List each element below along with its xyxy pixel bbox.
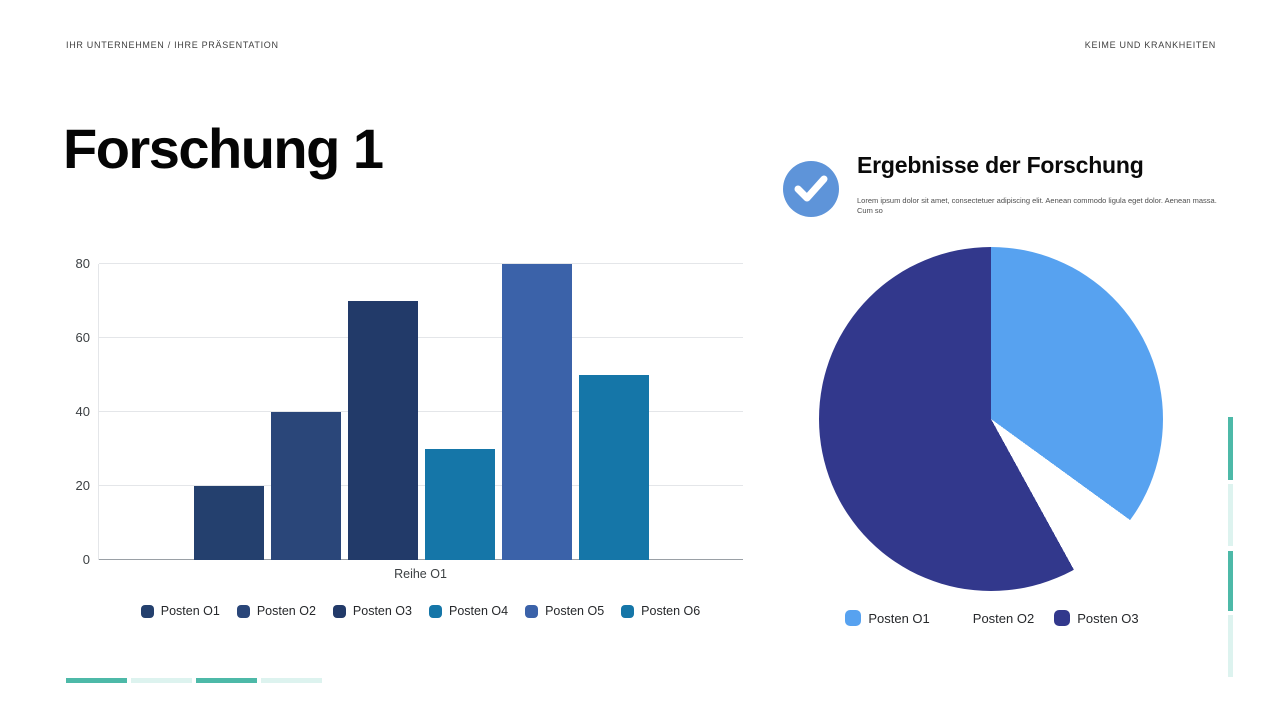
legend-swatch-icon <box>429 604 442 618</box>
bar-legend-item: Posten O1 <box>140 604 220 618</box>
legend-swatch-icon <box>1054 610 1071 626</box>
y-tick-label-40: 40 <box>75 404 90 419</box>
bar-chart-plot-area <box>98 263 743 560</box>
legend-label: Posten O1 <box>868 610 930 626</box>
check-icon <box>783 161 839 217</box>
bar-posten-o2 <box>271 412 341 560</box>
results-body-text: Lorem ipsum dolor sit amet, consectetuer… <box>857 196 1217 215</box>
legend-swatch-icon <box>140 604 154 618</box>
gridline-0 <box>99 559 743 560</box>
accent-bar-3 <box>196 678 257 683</box>
accent-dash-4 <box>1228 615 1233 677</box>
checkmark-glyph <box>794 175 828 202</box>
accent-dash-3 <box>1228 551 1233 611</box>
bar-posten-o6 <box>579 375 649 560</box>
pie-legend-item: Posten O1 <box>845 610 930 626</box>
pie-legend-item: Posten O3 <box>1054 610 1139 626</box>
bar-legend-item: Posten O5 <box>525 604 604 618</box>
y-tick-label-20: 20 <box>75 478 90 493</box>
y-tick-label-80: 80 <box>75 256 90 271</box>
gridline-60 <box>99 337 743 338</box>
bar-posten-o3 <box>348 301 418 560</box>
accent-bar-1 <box>66 678 127 683</box>
gridline-20 <box>99 485 743 486</box>
bar-posten-o4 <box>425 449 495 560</box>
accent-dash-1 <box>1228 417 1233 480</box>
legend-swatch-icon <box>621 604 635 618</box>
legend-swatch-icon <box>949 610 966 626</box>
results-heading: Ergebnisse der Forschung <box>857 152 1144 178</box>
bar-chart-legend: Posten O1 Posten O2 Posten O3 Posten O4 Post… <box>98 604 743 618</box>
legend-label: Posten O5 <box>545 604 605 618</box>
legend-label: Posten O3 <box>1077 610 1139 626</box>
bar-chart-y-axis: 0 20 40 60 80 <box>56 257 90 567</box>
header-company-text: IHR UNTERNEHMEN / IHRE PRÄSENTATION <box>66 40 279 50</box>
bar-posten-o1 <box>194 486 264 560</box>
y-tick-label-0: 0 <box>82 552 90 567</box>
gridline-40 <box>99 411 743 412</box>
header-topic-text: KEIME UND KRANKHEITEN <box>1084 40 1216 50</box>
legend-label: Posten O6 <box>641 604 701 618</box>
accent-bar-4 <box>261 678 322 683</box>
bar-posten-o5 <box>502 264 572 560</box>
legend-label: Posten O4 <box>449 604 509 618</box>
slide-title: Forschung 1 <box>63 117 384 180</box>
accent-bar-2 <box>131 678 192 683</box>
pie-chart <box>819 247 1163 591</box>
legend-swatch-icon <box>525 604 539 618</box>
bar-chart-category-label: Reihe O1 <box>394 567 447 581</box>
bar-legend-item: Posten O6 <box>621 604 700 618</box>
pie-legend-item: Posten O2 <box>949 610 1035 626</box>
legend-label: Posten O2 <box>972 610 1035 626</box>
bar-legend-item: Posten O2 <box>236 604 316 618</box>
pie-chart-legend: Posten O1 Posten O2 Posten O3 <box>800 610 1184 626</box>
legend-swatch-icon <box>845 610 862 626</box>
legend-label: Posten O2 <box>256 604 316 618</box>
gridline-80 <box>99 263 743 264</box>
legend-label: Posten O3 <box>352 604 412 618</box>
legend-swatch-icon <box>332 604 346 618</box>
accent-dash-2 <box>1228 484 1233 546</box>
bar-legend-item: Posten O4 <box>429 604 508 618</box>
legend-swatch-icon <box>236 604 250 618</box>
y-tick-label-60: 60 <box>75 330 90 345</box>
bar-legend-item: Posten O3 <box>332 604 412 618</box>
legend-label: Posten O1 <box>160 604 220 618</box>
